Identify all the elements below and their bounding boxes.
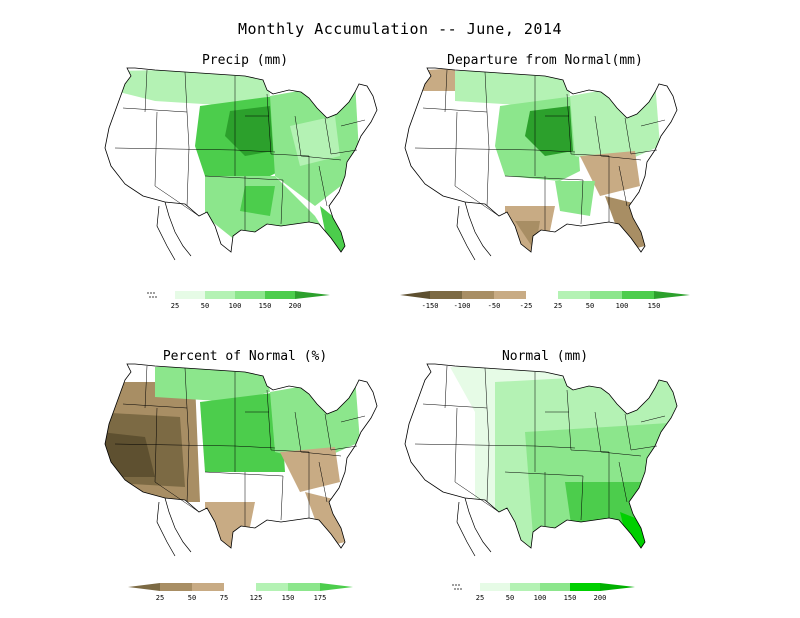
precip-tick: 25 xyxy=(170,302,180,310)
precip-colorbar: 25 50 100 150 200 xyxy=(145,290,340,316)
normal-tick: 100 xyxy=(533,594,547,602)
percent-tick: 50 xyxy=(187,594,197,602)
percent-map-panel: Percent of Normal (%) xyxy=(95,349,395,562)
departure-tick: -150 xyxy=(421,302,439,310)
departure-tick: -25 xyxy=(519,302,533,310)
departure-tick: -50 xyxy=(487,302,501,310)
normal-map-title: Normal (mm) xyxy=(501,349,589,364)
departure-tick: 150 xyxy=(647,302,661,310)
percent-colorbar: 25 50 75 125 150 175 xyxy=(128,582,358,608)
departure-colorbar: -150 -100 -50 -25 25 50 100 150 xyxy=(400,290,695,316)
departure-fill xyxy=(415,68,660,252)
precip-map-title: Precip (mm) xyxy=(201,53,289,68)
percent-tick: 125 xyxy=(249,594,263,602)
percent-tick: 75 xyxy=(219,594,229,602)
normal-map xyxy=(404,363,678,557)
normal-fill xyxy=(405,364,677,548)
percent-map-title: Percent of Normal (%) xyxy=(162,349,328,364)
percent-tick: 25 xyxy=(155,594,165,602)
precip-tick: 50 xyxy=(200,302,210,310)
normal-tick: 50 xyxy=(505,594,515,602)
departure-map-title: Departure from Normal(mm) xyxy=(447,53,643,68)
normal-map-panel: Normal (mm) xyxy=(395,349,695,562)
normal-outline xyxy=(404,363,678,557)
precip-map xyxy=(104,67,378,261)
precip-tick: 150 xyxy=(258,302,272,310)
departure-tick: 100 xyxy=(615,302,629,310)
precip-tick: 200 xyxy=(288,302,302,310)
normal-colorbar-swatches xyxy=(450,583,635,591)
departure-map xyxy=(404,67,678,261)
normal-tick: 25 xyxy=(475,594,485,602)
percent-tick: 150 xyxy=(281,594,295,602)
percent-fill xyxy=(105,364,360,548)
departure-map-panel: Departure from Normal(mm) xyxy=(395,53,695,266)
figure-title: Monthly Accumulation -- June, 2014 xyxy=(237,20,563,38)
percent-outline xyxy=(104,363,378,557)
precip-outline xyxy=(104,67,378,261)
departure-tick: -100 xyxy=(453,302,471,310)
percent-colorbar-swatches xyxy=(128,583,353,591)
departure-tick: 50 xyxy=(585,302,595,310)
normal-tick: 200 xyxy=(593,594,607,602)
departure-tick: 25 xyxy=(553,302,563,310)
percent-tick: 175 xyxy=(313,594,327,602)
departure-outline xyxy=(404,67,678,261)
precip-tick: 100 xyxy=(228,302,242,310)
departure-colorbar-swatches xyxy=(400,291,690,299)
precip-colorbar-swatches xyxy=(145,291,330,299)
normal-colorbar: 25 50 100 150 200 xyxy=(450,582,645,608)
normal-tick: 150 xyxy=(563,594,577,602)
precip-map-panel: Precip (mm) xyxy=(95,53,395,266)
percent-map xyxy=(104,363,378,557)
